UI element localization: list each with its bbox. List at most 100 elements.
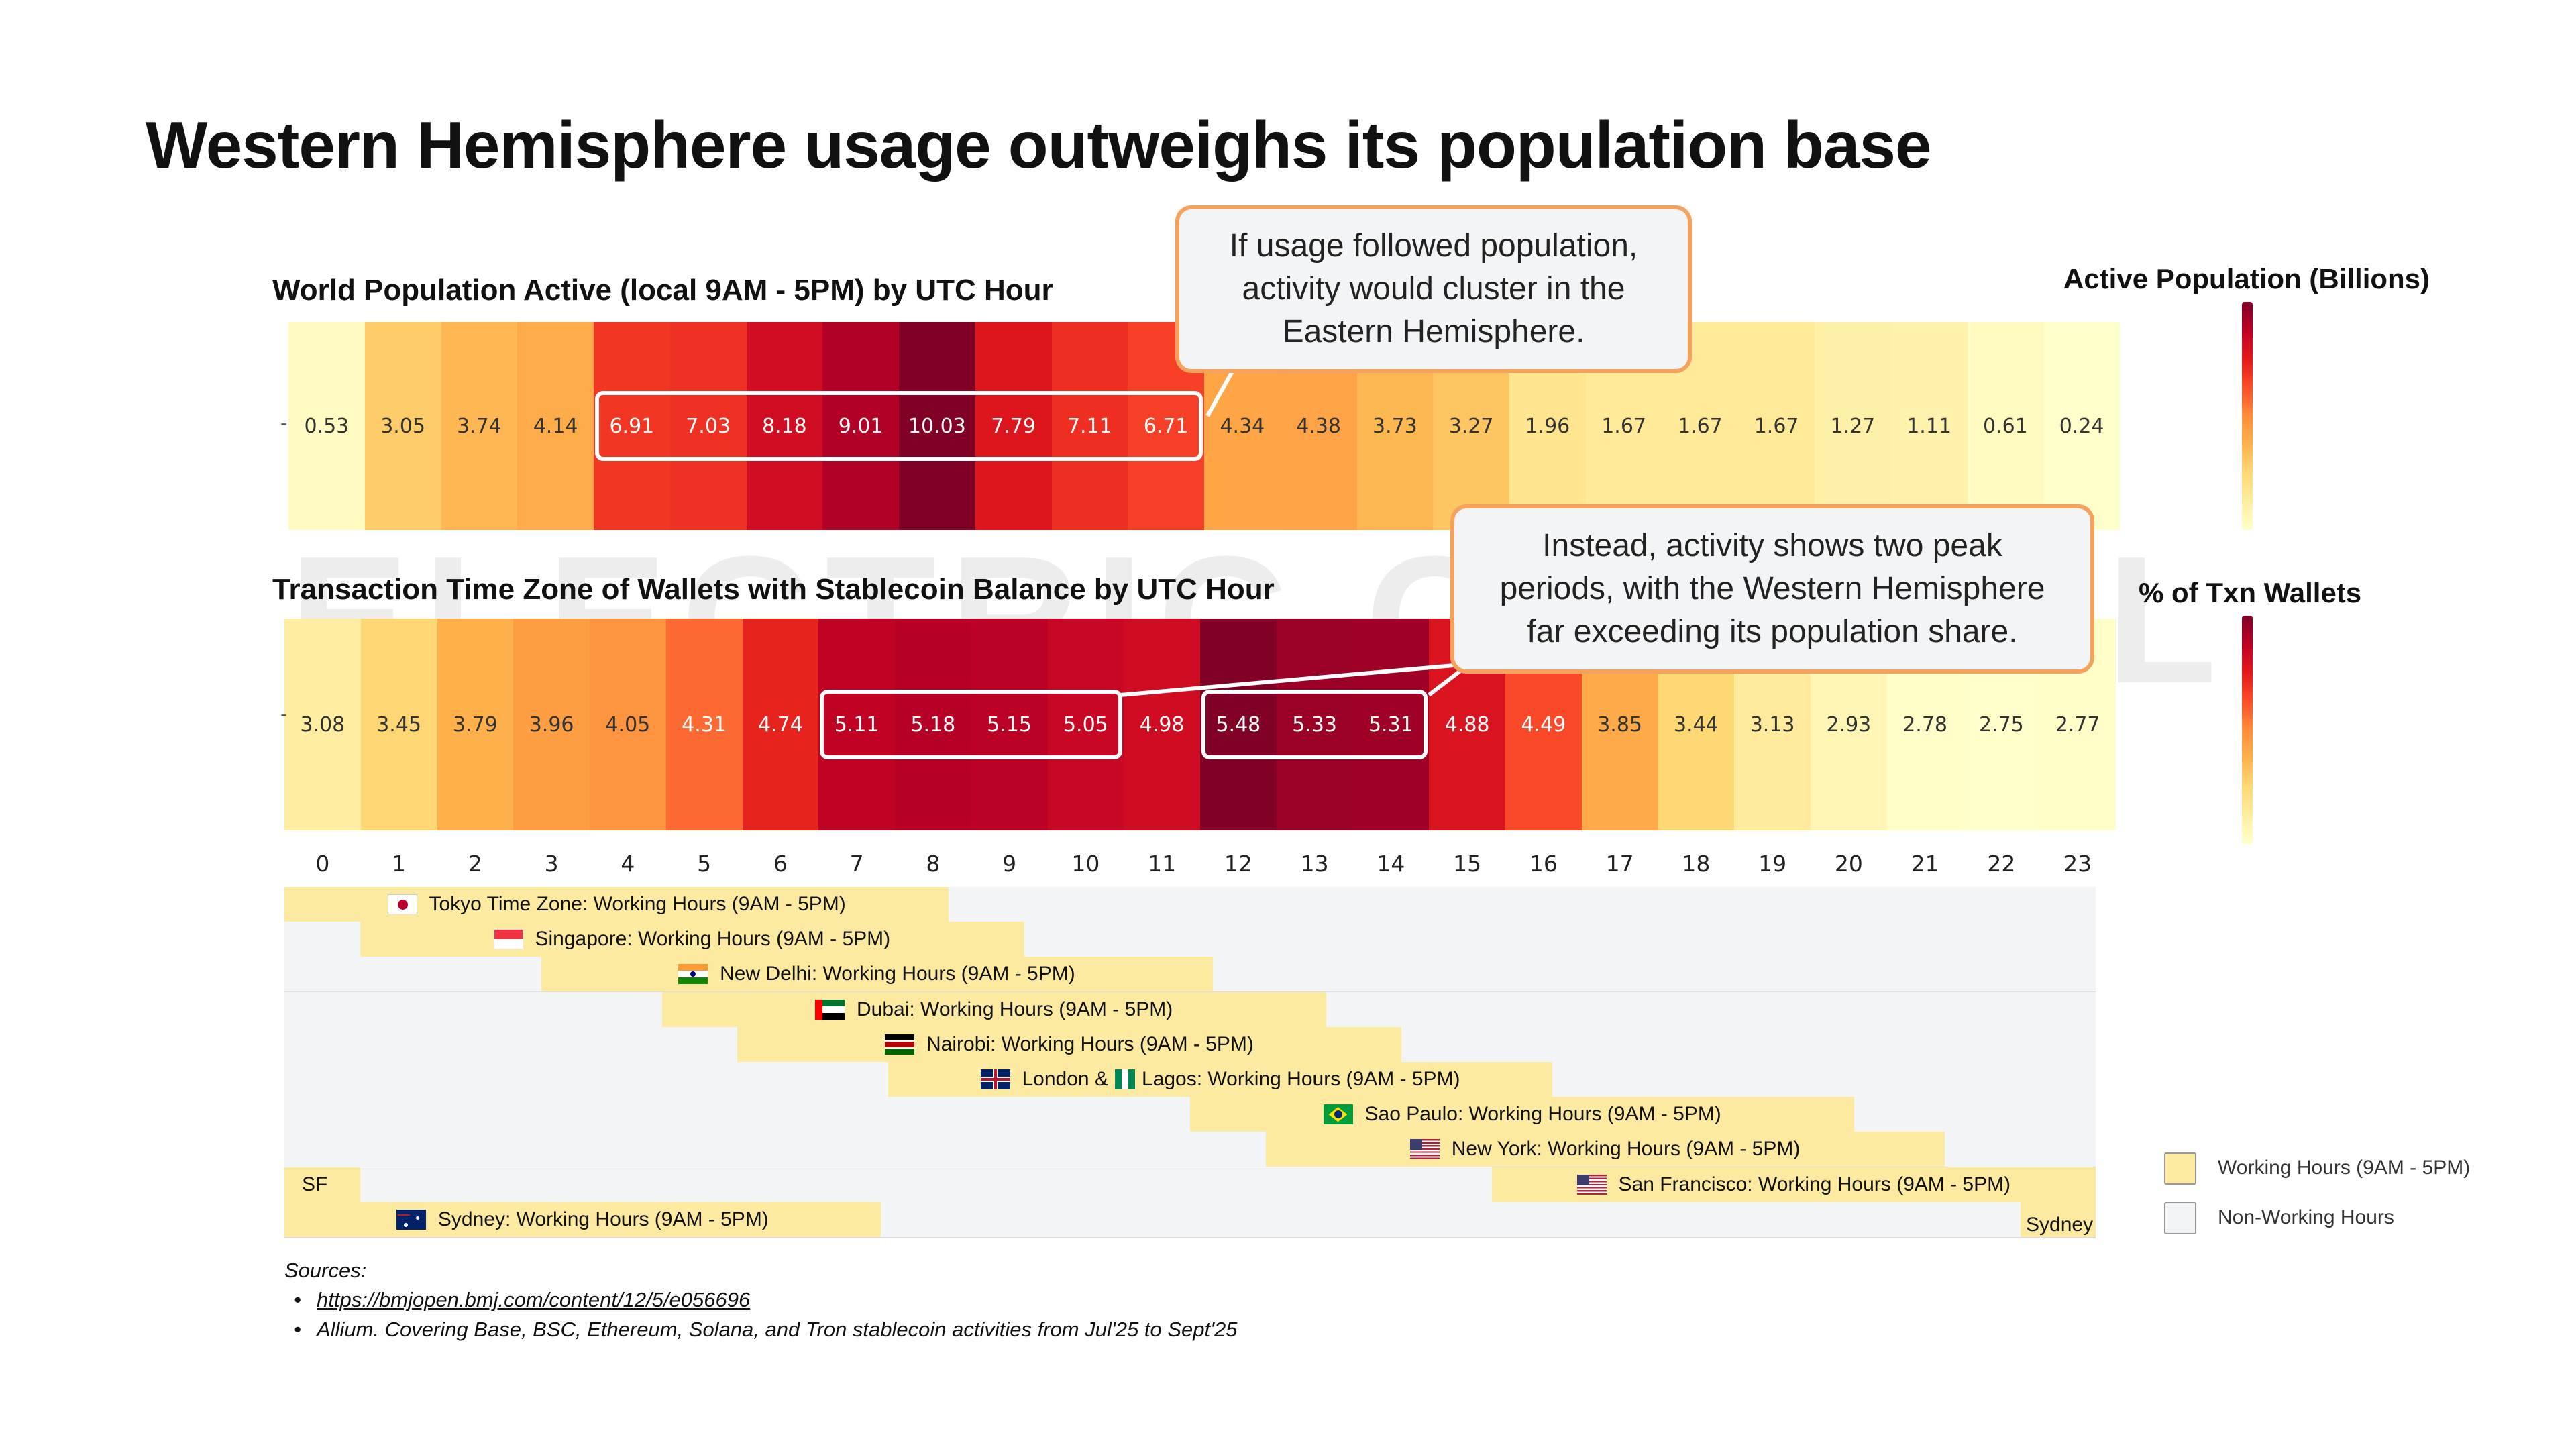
population-heatmap: 0.53 3.05 3.74 4.14 6.91 7.03 8.18 9.01 10.03 7.7…	[288, 322, 2120, 530]
wallet-value-label: 2.75	[1978, 712, 2024, 737]
wallet-value-label: 3.08	[300, 712, 345, 737]
x-tick-label: 2	[468, 851, 482, 877]
wallet-value-label: 4.98	[1139, 712, 1185, 737]
legend-working-swatch	[2164, 1152, 2196, 1185]
x-tick-label: 3	[544, 851, 559, 877]
population-cell: 1.67	[1662, 322, 1739, 530]
callout-top: If usage followed population, activity w…	[1175, 205, 1692, 373]
timezone-row: Sao Paulo: Working Hours (9AM - 5PM)	[284, 1097, 2096, 1134]
population-value-label: 8.18	[761, 414, 807, 438]
population-value-label: 4.14	[533, 414, 578, 438]
wallet-cell: 3.79	[437, 619, 514, 830]
timezone-row: New York: Working Hours (9AM - 5PM)	[284, 1132, 2096, 1169]
population-cell: 10.03	[899, 322, 975, 530]
timezone-row: Dubai: Working Hours (9AM - 5PM)	[284, 991, 2096, 1028]
population-value-label: 3.73	[1372, 414, 1417, 438]
population-value-label: 4.38	[1296, 414, 1342, 438]
callout-bottom-line: far exceeding its population share.	[1527, 614, 2018, 649]
wallet-cell: 5.15	[971, 619, 1048, 830]
working-hours-bar	[360, 922, 1024, 957]
population-cell: 3.74	[441, 322, 518, 530]
timezone-label: New York: Working Hours (9AM - 5PM)	[1409, 1132, 1801, 1167]
timezone-label: London & Lagos: Working Hours (9AM - 5PM)	[980, 1062, 1460, 1097]
timezone-label-text: New York: Working Hours (9AM - 5PM)	[1451, 1138, 1801, 1161]
population-value-label: 3.74	[456, 414, 502, 438]
x-tick-label: 20	[1834, 851, 1863, 877]
timezone-row: Singapore: Working Hours (9AM - 5PM)	[284, 922, 2096, 959]
japan-flag-icon	[387, 894, 429, 914]
timezone-row: New Delhi: Working Hours (9AM - 5PM)	[284, 957, 2096, 994]
population-cell: 4.14	[517, 322, 594, 530]
x-tick-label: 17	[1605, 851, 1634, 877]
population-cell: 6.91	[594, 322, 670, 530]
working-hours-bar	[737, 1026, 1401, 1062]
wallet-highlight-box	[1201, 690, 1428, 759]
wallet-value-label: 4.31	[682, 712, 727, 737]
timezone-label: New Delhi: Working Hours (9AM - 5PM)	[678, 957, 1075, 991]
uk-flag-icon	[980, 1069, 1022, 1089]
population-cell: 1.67	[1738, 322, 1815, 530]
timezone-label: Dubai: Working Hours (9AM - 5PM)	[815, 992, 1173, 1027]
india-flag-icon	[678, 964, 720, 985]
population-cell: 3.05	[364, 322, 441, 530]
x-tick-label: 14	[1377, 851, 1405, 877]
legend-nonworking-swatch	[2164, 1202, 2196, 1234]
population-value-label: 9.01	[838, 414, 883, 438]
timezone-row: Tokyo Time Zone: Working Hours (9AM - 5P…	[284, 887, 2096, 923]
population-value-label: 1.96	[1525, 414, 1570, 438]
source-bullet: •	[294, 1288, 301, 1311]
callout-bottom-line: Instead, activity shows two peak	[1542, 528, 2002, 564]
source-link[interactable]: https://bmjopen.bmj.com/content/12/5/e05…	[317, 1288, 751, 1311]
colorbar-wallets	[2242, 616, 2253, 844]
population-cell: 0.61	[1967, 322, 2044, 530]
chart1-title: World Population Active (local 9AM - 5PM…	[272, 274, 1053, 307]
uae-flag-icon	[815, 999, 857, 1020]
x-tick-label: 23	[2063, 851, 2092, 877]
working-hours-bar	[1190, 1097, 1854, 1132]
x-tick-label: 15	[1453, 851, 1482, 877]
chart2-title: Transaction Time Zone of Wallets with St…	[272, 573, 1275, 606]
wallet-highlight-box	[820, 690, 1123, 759]
wallet-value-label: 5.15	[987, 712, 1032, 737]
population-value-label: 1.67	[1677, 414, 1723, 438]
wallet-cell: 4.05	[590, 619, 666, 830]
timezone-row: Sydney: Working Hours (9AM - 5PM) Sydney	[284, 1201, 2096, 1238]
wallet-value-label: 2.77	[2055, 712, 2100, 737]
wallet-value-label: 4.05	[605, 712, 651, 737]
wallet-value-label: 3.45	[376, 712, 422, 737]
x-tick-label: 19	[1758, 851, 1787, 877]
population-value-label: 1.11	[1907, 414, 1952, 438]
timezone-label-text: New Delhi: Working Hours (9AM - 5PM)	[720, 963, 1075, 985]
wallet-value-label: 4.74	[757, 712, 803, 737]
callout-top-line: Eastern Hemisphere.	[1282, 314, 1585, 350]
timezone-label-text: Nairobi: Working Hours (9AM - 5PM)	[926, 1032, 1254, 1055]
nigeria-flag-icon	[1114, 1069, 1142, 1089]
x-tick-label: 21	[1911, 851, 1939, 877]
wallet-cell: 4.31	[665, 619, 743, 830]
wallet-value-label: 2.93	[1826, 712, 1872, 737]
sources-heading: Sources:	[284, 1258, 367, 1282]
x-tick-label: 10	[1071, 851, 1100, 877]
population-value-label: 6.91	[609, 414, 655, 438]
wallet-cell: 5.11	[818, 619, 895, 830]
population-cell: 7.03	[669, 322, 747, 530]
legend-working-label: Working Hours (9AM - 5PM)	[2218, 1157, 2471, 1179]
population-cell: 7.79	[975, 322, 1052, 530]
row-tick-mark-1: -	[280, 412, 287, 434]
timezone-label-text: Tokyo Time Zone: Working Hours (9AM - 5P…	[429, 893, 846, 915]
wallet-value-label: 5.11	[834, 712, 879, 737]
x-tick-label: 4	[621, 851, 635, 877]
timezone-label: Sao Paulo: Working Hours (9AM - 5PM)	[1323, 1097, 1721, 1132]
x-tick-label: 8	[926, 851, 941, 877]
wallet-cell: 5.18	[895, 619, 971, 830]
wallet-value-label: 3.96	[529, 712, 574, 737]
population-cell: 1.27	[1815, 322, 1891, 530]
population-value-label: 0.24	[2059, 414, 2104, 438]
wallet-value-label: 3.13	[1750, 712, 1795, 737]
x-tick-label: 7	[849, 851, 864, 877]
timezone-label-text: Dubai: Working Hours (9AM - 5PM)	[857, 998, 1173, 1020]
population-value-label: 1.67	[1754, 414, 1799, 438]
x-tick-label: 16	[1529, 851, 1558, 877]
timezone-label: Nairobi: Working Hours (9AM - 5PM)	[885, 1027, 1254, 1062]
timezone-label-text: Sao Paulo: Working Hours (9AM - 5PM)	[1364, 1103, 1721, 1126]
